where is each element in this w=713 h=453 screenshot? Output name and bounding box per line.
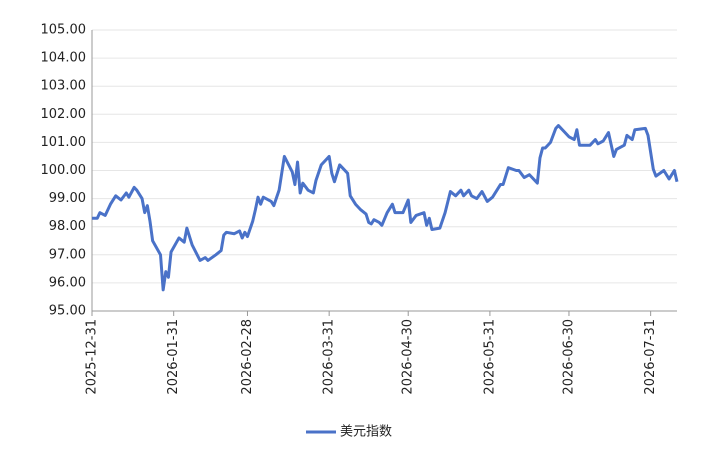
y-tick-label: 102.00 [41, 107, 87, 122]
y-tick-label: 98.00 [49, 219, 86, 234]
y-tick-label: 95.00 [49, 304, 86, 319]
x-tick-label: 2025-12-31 [85, 319, 100, 395]
y-tick-label: 103.00 [41, 79, 87, 94]
x-tick-label: 2026-01-31 [166, 319, 181, 395]
data-line [92, 124, 679, 292]
y-tick-label: 96.00 [49, 275, 86, 290]
x-tick-label: 2026-05-31 [482, 319, 497, 395]
x-tick-label: 2026-07-31 [643, 319, 658, 395]
y-tick-label: 104.00 [41, 51, 87, 66]
y-tick-label: 101.00 [41, 135, 87, 150]
x-tick-label: 2026-06-30 [561, 319, 576, 395]
x-tick-label: 2026-04-30 [401, 319, 416, 395]
y-tick-label: 100.00 [41, 163, 87, 178]
y-tick-label: 105.00 [41, 23, 87, 38]
y-tick-label: 99.00 [49, 191, 86, 206]
legend-label: 美元指数 [340, 425, 392, 440]
y-tick-label: 97.00 [49, 247, 86, 262]
x-tick-label: 2026-03-31 [322, 319, 337, 395]
x-tick-label: 2026-02-28 [240, 319, 255, 395]
